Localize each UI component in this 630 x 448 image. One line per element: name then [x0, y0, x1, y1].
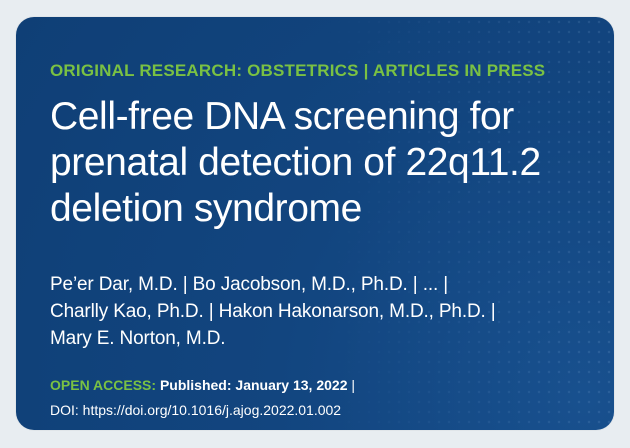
article-title: Cell-free DNA screening for prenatal det… — [50, 94, 570, 232]
author-line: Pe’er Dar, M.D. | Bo Jacobson, M.D., Ph.… — [50, 274, 448, 295]
article-kicker: ORIGINAL RESEARCH: OBSTETRICS | ARTICLES… — [50, 61, 546, 80]
title-line: prenatal detection of 22q11.2 — [50, 141, 541, 184]
dot-pattern-decoration — [314, 17, 614, 430]
publication-separator: | — [351, 377, 356, 393]
author-line: Mary E. Norton, M.D. — [50, 328, 226, 349]
open-access-label: OPEN ACCESS: — [50, 377, 157, 393]
published-date: Published: January 13, 2022 — [159, 377, 348, 393]
doi-link[interactable]: DOI: https://doi.org/10.1016/j.ajog.2022… — [50, 402, 342, 418]
title-line: Cell-free DNA screening for — [50, 95, 514, 138]
publication-info: OPEN ACCESS: Published: January 13, 2022… — [50, 375, 355, 395]
title-line: deletion syndrome — [50, 187, 362, 230]
article-card: ORIGINAL RESEARCH: OBSTETRICS | ARTICLES… — [16, 17, 614, 430]
author-list: Pe’er Dar, M.D. | Bo Jacobson, M.D., Ph.… — [50, 271, 610, 352]
author-line: Charlly Kao, Ph.D. | Hakon Hakonarson, M… — [50, 301, 496, 322]
